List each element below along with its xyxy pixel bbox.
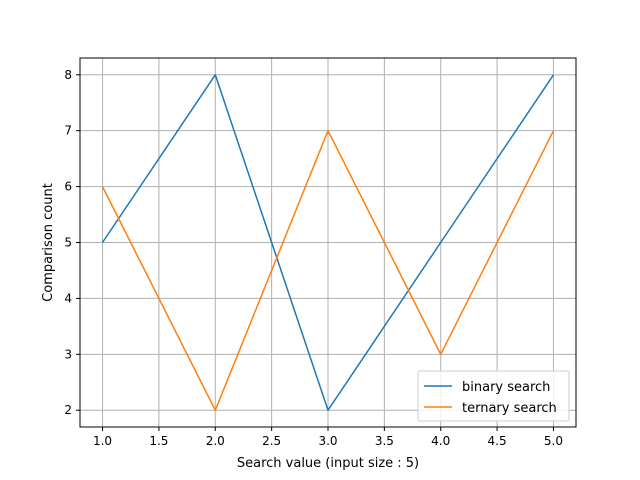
y-tick-label: 5 [64,236,72,250]
x-tick-label: 3.5 [375,434,394,448]
x-tick-label: 3.0 [318,434,337,448]
legend-box [417,370,570,422]
x-tick-label: 4.5 [488,434,507,448]
x-axis-ticks: 1.0 1.5 2.0 2.5 3.0 3.5 4.0 4.5 5.0 [93,427,563,448]
x-tick-label: 5.0 [544,434,563,448]
series-line-ternary-search [101,129,555,411]
y-axis-ticks: 2 3 4 5 6 7 8 [64,68,80,417]
x-axis-label: Search value (input size : 5) [237,456,419,471]
legend-label-binary-search: binary search [462,380,550,395]
x-tick-label: 2.5 [262,434,281,448]
legend-label-ternary-search: ternary search [462,401,557,416]
x-tick-label: 4.0 [431,434,450,448]
y-tick-label: 4 [64,291,72,305]
y-tick-label: 7 [64,124,72,138]
y-axis-label: Comparison count [41,183,56,302]
y-tick-label: 2 [64,403,72,417]
x-tick-label: 1.5 [149,434,168,448]
series-line-binary-search [101,74,555,411]
x-tick-label: 2.0 [206,434,225,448]
y-tick-label: 8 [64,68,72,82]
x-tick-label: 1.0 [93,434,112,448]
y-tick-label: 3 [64,347,72,361]
legend: binary search ternary search [417,370,570,422]
y-tick-label: 6 [64,180,72,194]
series-layer [101,74,555,411]
